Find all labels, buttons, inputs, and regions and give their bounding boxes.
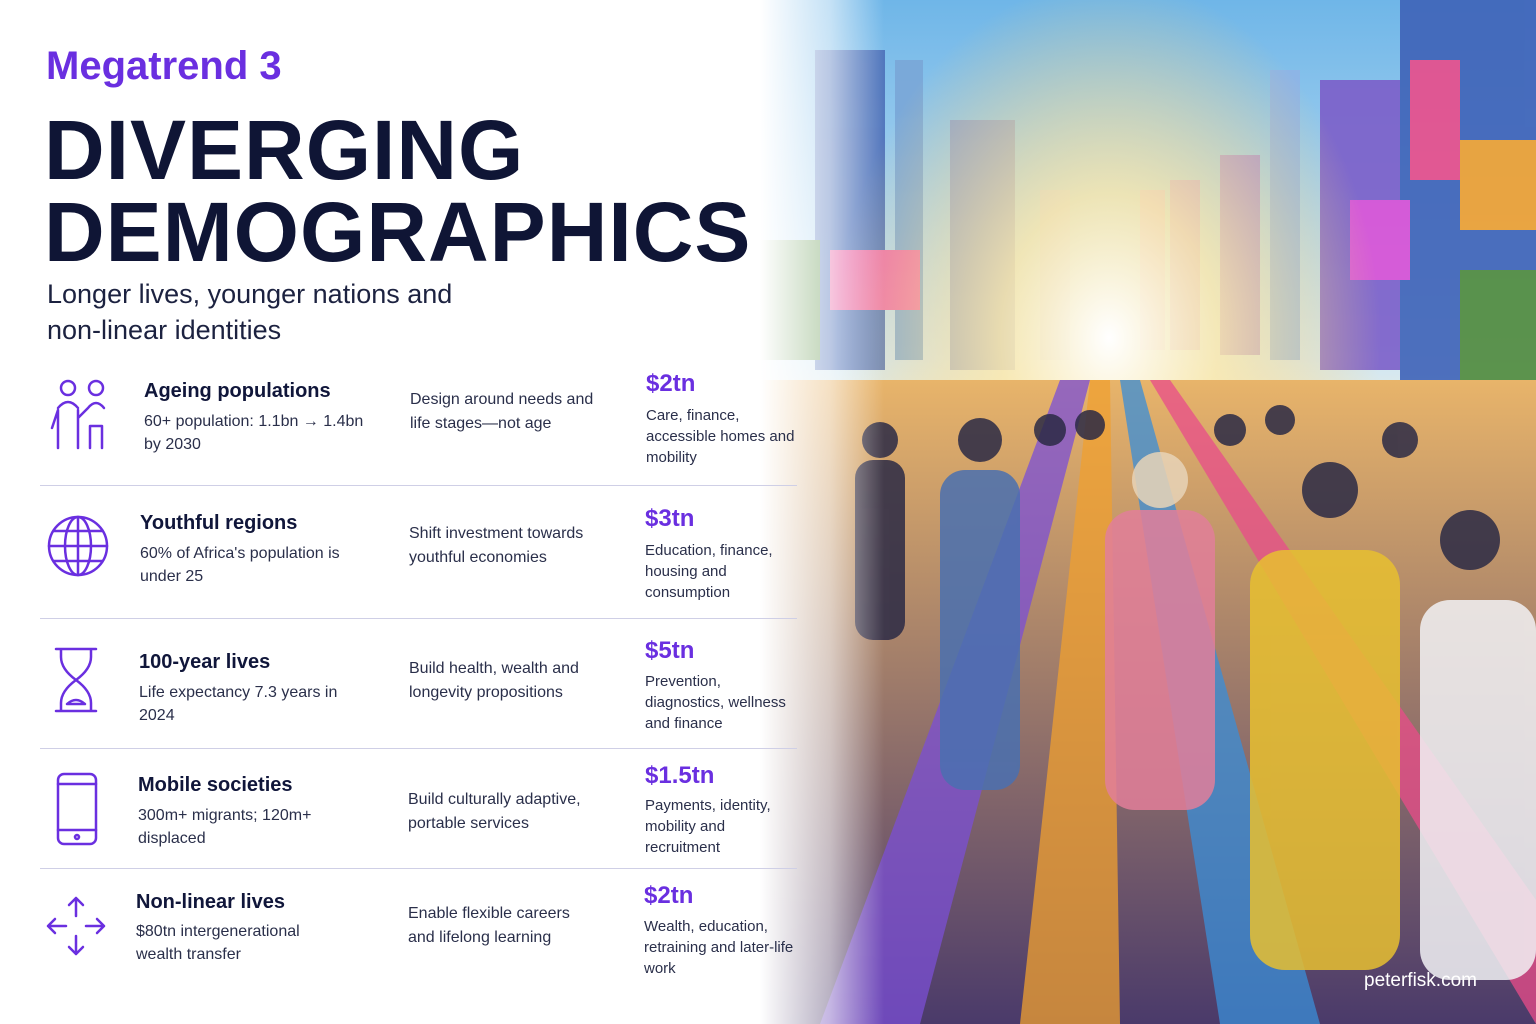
row-stat: 300m+ migrants; 120m+ displaced: [138, 807, 312, 847]
row-title: Mobile societies: [138, 774, 293, 796]
icon-hourglass: [54, 647, 98, 713]
row-value: $2tn: [644, 882, 694, 909]
footer-site: peterfisk.com: [1364, 970, 1477, 991]
divider: [40, 868, 797, 869]
row-stat: 60+ population: 1.1bn → 1.4bn by 2030: [144, 413, 364, 453]
hero-image: [760, 0, 1536, 1024]
title: DIVERGING: [44, 103, 525, 197]
row-action: Enable flexible careers and lifelong lea…: [408, 905, 570, 946]
icon-ageing: [50, 379, 106, 450]
row-value-desc: Education, finance, housing and consumpt…: [645, 542, 773, 601]
kicker: Megatrend 3: [46, 44, 282, 88]
divider: [40, 618, 797, 619]
title: DEMOGRAPHICS: [44, 185, 752, 279]
row-action: Shift investment towards youthful econom…: [409, 525, 584, 566]
icon-phone: [56, 772, 98, 846]
row-value: $1.5tn: [645, 762, 715, 789]
row-action: Build culturally adaptive, portable serv…: [408, 791, 581, 832]
row-action: Design around needs and life stages—not …: [410, 391, 594, 432]
row-stat: Life expectancy 7.3 years in 2024: [139, 684, 338, 724]
row-value-desc: Wealth, education, retraining and later-…: [644, 918, 794, 977]
row-stat: $80tn intergenerational wealth transfer: [136, 923, 300, 963]
row-title: 100-year lives: [139, 651, 271, 673]
row-title: Non-linear lives: [136, 891, 285, 913]
subtitle: Longer lives, younger nations and non-li…: [47, 279, 453, 345]
row-action: Build health, wealth and longevity propo…: [409, 660, 579, 701]
row-title: Ageing populations: [144, 380, 331, 402]
row-value-desc: Payments, identity, mobility and recruit…: [645, 797, 771, 856]
row-value-desc: Care, finance, accessible homes and mobi…: [646, 407, 795, 466]
row-stat: 60% of Africa's population is under 25: [140, 545, 340, 585]
row-value-desc: Prevention, diagnostics, wellness and fi…: [645, 673, 786, 732]
row-title: Youthful regions: [140, 512, 298, 534]
row-value: $5tn: [645, 637, 695, 664]
icon-arrows: [46, 896, 106, 956]
icon-globe: [47, 515, 109, 577]
divider: [40, 748, 797, 749]
divider: [40, 485, 797, 486]
row-value: $3tn: [645, 505, 695, 532]
row-value: $2tn: [646, 370, 696, 397]
